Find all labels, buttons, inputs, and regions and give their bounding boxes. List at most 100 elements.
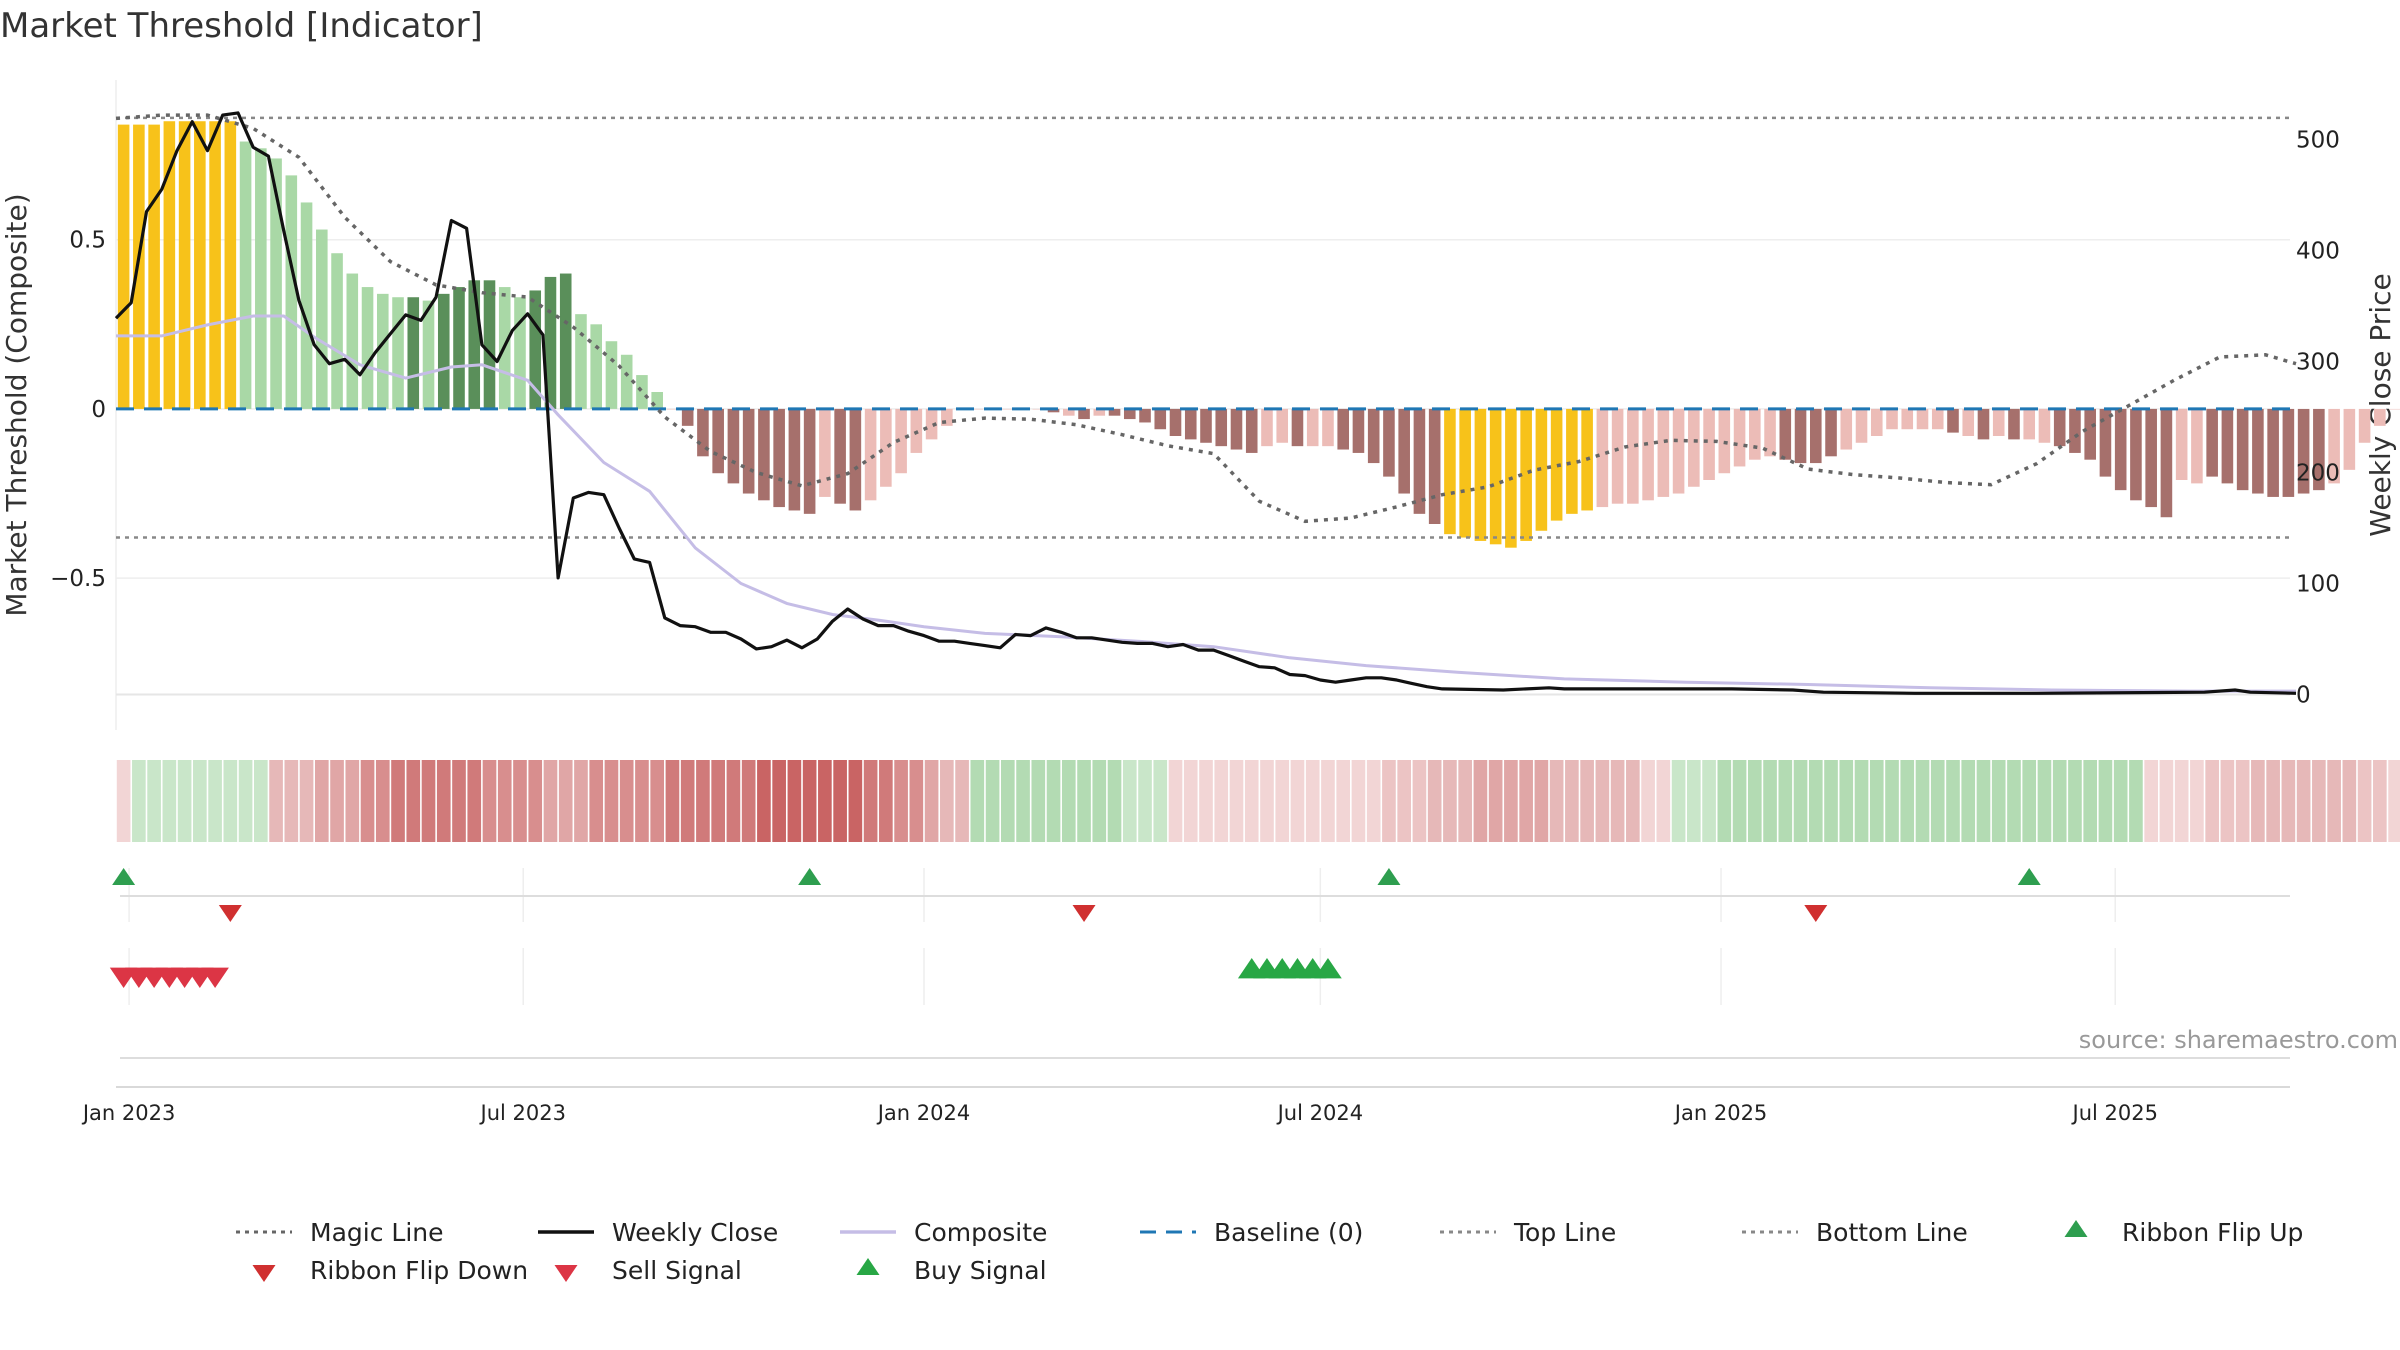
ribbon-cell [1930,760,1945,842]
legend-label: Weekly Close [612,1218,778,1247]
ribbon-cell [2007,760,2021,842]
y-right-tick-label: 100 [2296,571,2340,597]
composite-bar [468,280,481,409]
composite-bar [1215,408,1228,447]
weekly-close-line [114,111,2297,695]
ribbon-cell [1610,760,1625,842]
ribbon-cell [848,760,863,842]
ribbon-flip-up-marker [2017,868,2041,885]
composite-bar [1977,408,1990,440]
composite-bar [2160,408,2173,518]
ribbon-cell [2312,760,2326,842]
ribbon-cell [1229,760,1244,842]
composite-bar [2328,408,2340,484]
ribbon-cell [1000,760,1015,842]
composite-bar [2252,408,2264,494]
composite-bar [2084,408,2096,460]
x-tick-label: Jul 2023 [479,1101,566,1125]
composite-bar [895,408,907,474]
x-tick-label: Jan 2025 [1673,1101,1768,1125]
composite-bar [1749,408,1761,460]
ribbon-cell [1641,760,1655,842]
ribbon-cell [1321,760,1335,842]
composite-bar [163,121,176,409]
composite-bar [2191,408,2203,484]
composite-bar [2175,408,2188,480]
composite-bar [2023,408,2036,440]
composite-bar [1520,408,1532,541]
ribbon-cell [1900,760,1915,842]
composite-bar [1367,408,1380,464]
ribbon-cell [1991,760,2006,842]
ribbon-cell [269,760,283,842]
composite-bar [1123,408,1136,420]
buy-signal-marker [1314,958,1342,979]
legend-item: Baseline (0) [1140,1218,1363,1247]
legend-label: Sell Signal [612,1256,742,1285]
composite-bar [2297,408,2310,494]
composite-bar [1306,408,1319,447]
ribbon-cell [1580,760,1594,842]
composite-bar [346,273,359,409]
ribbon-cell [574,760,588,842]
composite-bar [925,408,938,440]
composite-bar [620,354,633,409]
composite-bar [133,124,145,409]
ribbon-cell [1869,760,1884,842]
legend-label: Magic Line [310,1218,444,1247]
ribbon-cell [833,760,847,842]
composite-bar [392,297,404,409]
ribbon-cell [985,760,1000,842]
composite-bar [1916,408,1929,430]
composite-bar [1063,408,1075,416]
x-tick-label: Jul 2024 [1276,1101,1363,1125]
composite-bar [1931,408,1944,430]
composite-bar [178,121,191,409]
composite-bar [1093,408,1106,416]
ribbon-cell [970,760,985,842]
chart-title: Market Threshold [Indicator] [0,6,483,46]
ribbon-cell [1976,760,1991,842]
ribbon-cell [2373,760,2387,842]
ribbon-cell [314,760,329,842]
composite-bar [1230,408,1243,450]
ribbon-cell [1290,760,1305,842]
composite-bar [727,408,740,484]
composite-bar [376,293,389,409]
composite-bar [2114,408,2127,491]
composite-bar [1459,408,1471,538]
composite-bar [1962,408,1975,436]
composite-bar [1154,408,1167,430]
ribbon-cell [2266,760,2280,842]
ribbon-cell [1366,760,1381,842]
signal-panel [109,948,2290,1088]
composite-bar [1139,408,1151,423]
ribbon-cell [1504,760,1518,842]
ribbon-cell [513,760,527,842]
ribbon-cell [1336,760,1351,842]
ribbon-cell [467,760,482,842]
composite-bar [1474,408,1487,541]
ribbon-cell [1458,760,1472,842]
ribbon-cell [1626,760,1640,842]
ribbon-cell [1808,760,1823,842]
ribbon-cell [2144,760,2158,842]
composite-bar [712,408,724,474]
composite-bar [1779,408,1792,460]
ribbon-cell [1168,760,1183,842]
triangle-up-icon [856,1258,880,1275]
composite-bar [941,408,953,426]
composite-bar [1672,408,1685,494]
composite-bar [1733,408,1746,467]
ribbon-flip-up-marker [798,868,822,885]
legend-item: Top Line [1440,1218,1616,1247]
ribbon-cell [1839,760,1854,842]
ribbon-cell [177,760,192,842]
y-right-tick-label: 500 [2296,127,2340,153]
composite-bar [1901,408,1914,430]
composite-bar [971,408,984,410]
ribbon-cell [421,760,436,842]
ribbon-cell [436,760,451,842]
ribbon-cell [909,760,924,842]
ribbon-cell [757,760,771,842]
